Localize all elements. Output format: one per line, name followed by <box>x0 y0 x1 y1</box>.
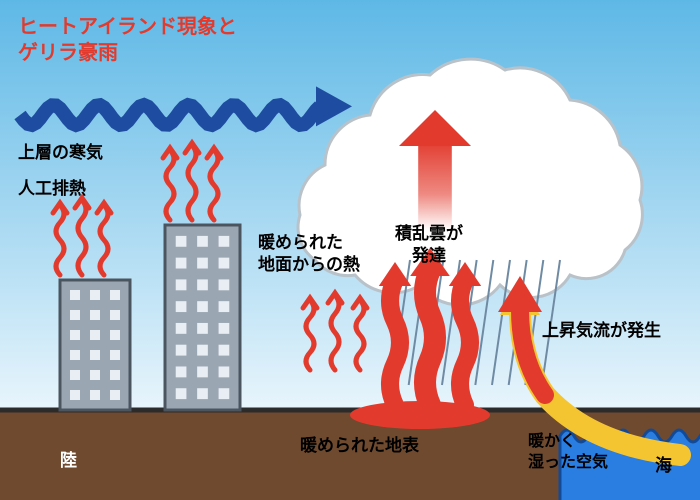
diagram-title: ヒートアイランド現象と ゲリラ豪雨 <box>18 14 237 66</box>
label-land: 陸 <box>60 450 77 472</box>
label-artificial-heat: 人工排熱 <box>18 178 86 200</box>
label-updraft: 上昇気流が発生 <box>542 320 661 342</box>
label-cumulonimbus: 積乱雲が 発達 <box>395 223 463 267</box>
updraft-arrows <box>379 248 481 405</box>
label-ground-heat: 暖められた 地面からの熱 <box>258 232 360 276</box>
diagram-canvas: ヒートアイランド現象と ゲリラ豪雨 上層の寒気 人工排熱 暖められた 地面からの… <box>0 0 700 500</box>
label-upper-cold: 上層の寒気 <box>18 142 103 164</box>
label-warm-moist: 暖かく 湿った空気 <box>528 432 608 474</box>
label-warmed-surface: 暖められた地表 <box>300 435 419 457</box>
label-sea: 海 <box>655 455 672 477</box>
